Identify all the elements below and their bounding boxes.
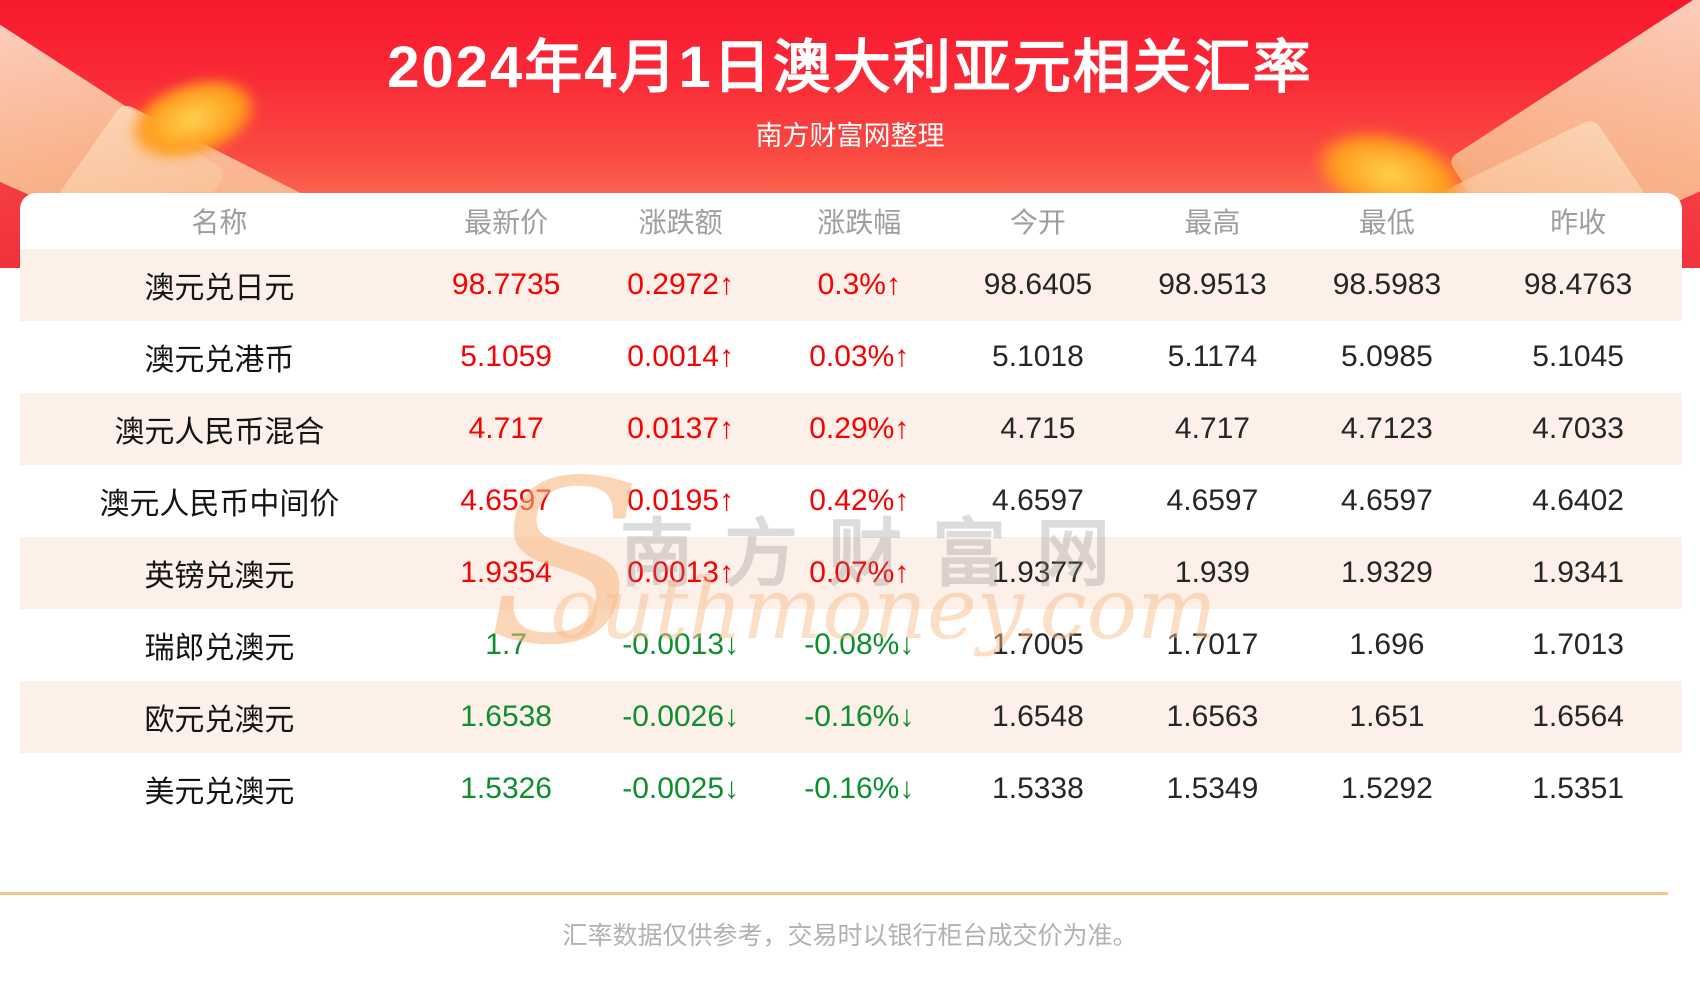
pair-name-cell: 英镑兑澳元 (144, 560, 295, 593)
table-row: 澳元兑港币 5.1059 0.0014↑ 0.03%↑ 5.1018 5.1174 5.09… (20, 321, 1682, 393)
column-header-pct: 涨跌幅 (817, 207, 902, 238)
prev-cell: 1.9341 (1532, 556, 1624, 589)
pct-cell: -0.08%↓ (804, 628, 915, 661)
column-header-low: 最低 (1358, 207, 1415, 238)
high-cell: 1.6563 (1166, 700, 1259, 733)
prev-cell: 5.1045 (1532, 340, 1624, 373)
prev-cell: 1.6564 (1532, 700, 1624, 733)
pair-name-cell: 美元兑澳元 (144, 776, 295, 809)
change-cell: 0.0137↑ (627, 412, 734, 445)
table-row: 欧元兑澳元 1.6538 -0.0026↓ -0.16%↓ 1.6548 1.6563 1.… (20, 681, 1682, 753)
pct-cell: 0.42%↑ (809, 484, 910, 517)
open-cell: 1.7005 (992, 628, 1084, 661)
pair-name-cell: 澳元人民币中间价 (99, 488, 340, 521)
table-row: 瑞郎兑澳元 1.7 -0.0013↓ -0.08%↓ 1.7005 1.7017 1.696… (20, 609, 1682, 681)
table-row: 澳元人民币中间价 4.6597 0.0195↑ 0.42%↑ 4.6597 4.6597 4… (20, 465, 1682, 537)
table-row: 澳元人民币混合 4.717 0.0137↑ 0.29%↑ 4.715 4.717 4.712… (20, 393, 1682, 465)
rates-table: 名称 最新价 涨跌额 涨跌幅 今开 最高 最低 昨收 澳元兑日元 98.7735 0… (20, 193, 1682, 825)
high-cell: 1.939 (1174, 556, 1250, 589)
page-title: 2024年4月1日澳大利亚元相关汇率 (387, 35, 1313, 100)
column-header-last: 最新价 (464, 207, 549, 238)
open-cell: 5.1018 (992, 340, 1084, 373)
last-cell: 1.5326 (460, 772, 552, 805)
pct-cell: -0.16%↓ (804, 700, 915, 733)
last-cell: 4.6597 (460, 484, 552, 517)
low-cell: 4.7123 (1341, 412, 1433, 445)
open-cell: 4.715 (1000, 412, 1076, 445)
open-cell: 4.6597 (992, 484, 1084, 517)
pair-name-cell: 澳元人民币混合 (114, 416, 325, 449)
change-cell: -0.0013↓ (622, 628, 739, 661)
table-row: 澳元兑日元 98.7735 0.2972↑ 0.3%↑ 98.6405 98.9513 98… (20, 249, 1682, 321)
prev-cell: 1.5351 (1532, 772, 1624, 805)
table-row: 英镑兑澳元 1.9354 0.0013↑ 0.07%↑ 1.9377 1.939 1.932… (20, 537, 1682, 609)
page-subtitle: 南方财富网整理 (755, 121, 945, 151)
column-header-name: 名称 (191, 207, 248, 238)
low-cell: 1.5292 (1341, 772, 1433, 805)
last-cell: 1.9354 (460, 556, 552, 589)
low-cell: 4.6597 (1341, 484, 1433, 517)
change-cell: 0.0014↑ (627, 340, 734, 373)
high-cell: 98.9513 (1158, 268, 1267, 301)
rates-card: 名称 最新价 涨跌额 涨跌幅 今开 最高 最低 昨收 澳元兑日元 98.7735 0… (20, 193, 1682, 825)
change-cell: -0.0026↓ (622, 700, 739, 733)
column-header-open: 今开 (1009, 207, 1066, 238)
change-cell: 0.0013↑ (627, 556, 734, 589)
last-cell: 5.1059 (460, 340, 552, 373)
open-cell: 1.5338 (992, 772, 1084, 805)
rate-table-body: 澳元兑日元 98.7735 0.2972↑ 0.3%↑ 98.6405 98.9513 98… (20, 249, 1682, 825)
column-header-change: 涨跌额 (638, 207, 723, 238)
change-cell: 0.2972↑ (627, 268, 734, 301)
column-header-high: 最高 (1184, 207, 1241, 238)
high-cell: 1.5349 (1166, 772, 1259, 805)
change-cell: 0.0195↑ (627, 484, 734, 517)
change-cell: -0.0025↓ (622, 772, 739, 805)
low-cell: 1.651 (1349, 700, 1425, 733)
low-cell: 1.696 (1349, 628, 1425, 661)
pct-cell: 0.29%↑ (809, 412, 910, 445)
low-cell: 1.9329 (1341, 556, 1433, 589)
table-row: 美元兑澳元 1.5326 -0.0025↓ -0.16%↓ 1.5338 1.5349 1.… (20, 753, 1682, 825)
open-cell: 1.9377 (992, 556, 1084, 589)
last-cell: 98.7735 (451, 268, 561, 301)
pair-name-cell: 澳元兑日元 (144, 272, 295, 305)
pct-cell: 0.3%↑ (817, 268, 901, 301)
prev-cell: 4.7033 (1532, 412, 1624, 445)
table-header-row: 名称 最新价 涨跌额 涨跌幅 今开 最高 最低 昨收 (20, 193, 1682, 249)
pair-name-cell: 瑞郎兑澳元 (144, 632, 295, 665)
column-header-prev: 昨收 (1550, 207, 1607, 238)
last-cell: 1.7 (485, 628, 527, 661)
open-cell: 1.6548 (992, 700, 1084, 733)
pct-cell: 0.03%↑ (809, 340, 910, 373)
prev-cell: 4.6402 (1532, 484, 1624, 517)
last-cell: 4.717 (468, 412, 544, 445)
pct-cell: 0.07%↑ (809, 556, 910, 589)
footer-note: 汇率数据仅供参考，交易时以银行柜台成交价为准。 (562, 922, 1138, 950)
pct-cell: -0.16%↓ (804, 772, 915, 805)
last-cell: 1.6538 (460, 700, 552, 733)
pair-name-cell: 欧元兑澳元 (144, 704, 295, 737)
high-cell: 4.717 (1174, 412, 1250, 445)
high-cell: 5.1174 (1167, 340, 1258, 373)
footer-divider (0, 892, 1668, 895)
low-cell: 98.5983 (1332, 268, 1442, 301)
low-cell: 5.0985 (1341, 340, 1433, 373)
high-cell: 1.7017 (1166, 628, 1259, 661)
prev-cell: 1.7013 (1532, 628, 1624, 661)
pair-name-cell: 澳元兑港币 (144, 344, 295, 377)
prev-cell: 98.4763 (1523, 268, 1633, 301)
open-cell: 98.6405 (983, 268, 1093, 301)
high-cell: 4.6597 (1166, 484, 1259, 517)
